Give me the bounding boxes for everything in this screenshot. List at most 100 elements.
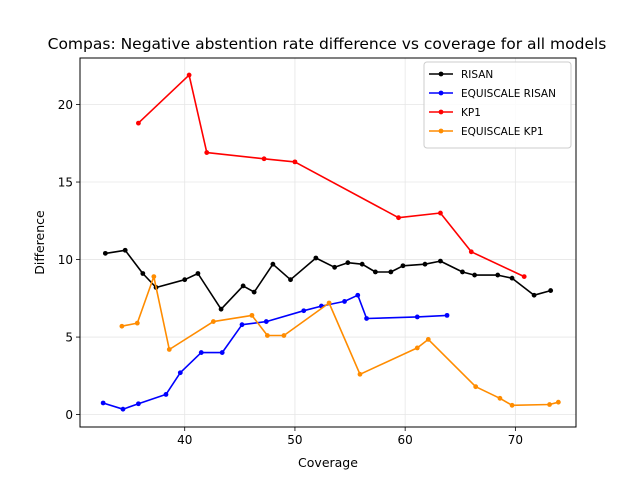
data-point xyxy=(100,400,106,406)
data-point xyxy=(444,312,450,318)
data-point xyxy=(151,274,157,280)
legend-swatch-marker xyxy=(438,90,444,96)
data-point xyxy=(251,289,257,295)
data-point xyxy=(240,283,246,289)
data-point xyxy=(219,350,225,355)
legend-label: EQUISCALE RISAN xyxy=(461,88,556,100)
data-point xyxy=(414,314,420,320)
y-tick-label: 20 xyxy=(58,98,73,112)
legend-label: KP1 xyxy=(461,107,481,119)
legend-item-risan: RISAN xyxy=(429,69,493,81)
axis-ticks: 40 50 60 70 0 5 10 15 20 xyxy=(58,98,523,447)
data-point xyxy=(198,350,204,355)
data-point xyxy=(364,316,369,321)
data-point xyxy=(548,288,554,293)
series-line xyxy=(105,249,551,311)
data-point xyxy=(218,306,224,312)
data-point xyxy=(195,271,201,276)
y-tick-label: 10 xyxy=(58,253,73,267)
chart-title: Compas: Negative abstention rate differe… xyxy=(48,35,607,53)
data-point xyxy=(332,264,338,270)
data-point xyxy=(239,322,245,328)
data-point xyxy=(438,258,443,264)
data-point xyxy=(261,156,267,162)
data-point xyxy=(388,269,394,275)
data-point xyxy=(301,308,307,314)
series-risan xyxy=(102,247,554,312)
data-point xyxy=(166,347,172,352)
legend-label: RISAN xyxy=(461,69,493,81)
data-point xyxy=(422,261,428,267)
data-point xyxy=(372,269,378,275)
x-tick-label: 40 xyxy=(177,433,192,447)
series-line xyxy=(102,294,448,411)
data-point xyxy=(136,401,141,407)
data-point xyxy=(425,337,431,342)
x-tick-label: 70 xyxy=(508,433,523,447)
data-point xyxy=(270,261,276,267)
x-tick-label: 50 xyxy=(287,433,302,447)
legend: RISAN EQUISCALE RISAN KP1 EQUISCALE KP1 xyxy=(423,61,572,149)
data-point xyxy=(249,312,255,318)
series-kp1 xyxy=(136,72,527,280)
data-point xyxy=(186,72,192,78)
data-point xyxy=(204,150,210,155)
data-point xyxy=(468,249,474,255)
data-point xyxy=(292,159,298,165)
series-line xyxy=(121,275,559,407)
data-point xyxy=(134,320,140,326)
data-point xyxy=(102,250,108,256)
data-point xyxy=(136,120,141,126)
legend-swatch-marker xyxy=(438,128,444,134)
data-point xyxy=(473,384,479,390)
legend-item-equiscale-kp1: EQUISCALE KP1 xyxy=(429,126,544,138)
legend-label: EQUISCALE KP1 xyxy=(461,126,544,138)
x-tick-label: 60 xyxy=(398,433,413,447)
y-tick-label: 15 xyxy=(58,175,73,189)
data-point xyxy=(547,402,552,407)
data-point xyxy=(438,210,443,216)
legend-item-kp1: KP1 xyxy=(429,107,481,119)
data-point xyxy=(140,271,146,276)
data-point xyxy=(497,395,503,401)
data-point xyxy=(531,292,537,298)
data-point xyxy=(509,275,515,281)
series-equiscale-risan xyxy=(100,292,450,412)
data-point xyxy=(555,399,561,405)
data-point xyxy=(163,392,169,397)
data-point xyxy=(460,269,465,275)
data-point xyxy=(119,323,125,329)
data-point xyxy=(359,261,365,267)
data-point xyxy=(355,292,361,298)
data-point xyxy=(182,277,188,283)
data-point xyxy=(177,370,183,376)
data-point xyxy=(357,371,363,377)
legend-swatch-marker xyxy=(438,109,444,115)
data-point xyxy=(120,406,126,412)
y-tick-label: 0 xyxy=(65,408,73,422)
y-tick-label: 5 xyxy=(65,330,73,344)
data-point xyxy=(281,333,287,338)
data-point xyxy=(326,300,332,306)
data-point xyxy=(210,319,216,324)
data-point xyxy=(263,319,269,324)
series-lines xyxy=(100,72,561,412)
data-point xyxy=(396,215,401,221)
data-point xyxy=(313,255,319,261)
data-point xyxy=(521,274,527,280)
y-axis-label: Difference xyxy=(32,210,47,275)
legend-swatch-marker xyxy=(438,71,444,77)
data-point xyxy=(122,247,128,253)
series-equiscale-kp1 xyxy=(119,274,561,408)
legend-box xyxy=(423,61,572,149)
data-point xyxy=(414,345,420,351)
data-point xyxy=(495,272,501,278)
data-point xyxy=(288,277,293,283)
plot-frame xyxy=(79,57,577,428)
data-point xyxy=(400,263,406,269)
data-point xyxy=(342,299,347,304)
data-point xyxy=(472,272,477,278)
data-point xyxy=(264,333,270,338)
